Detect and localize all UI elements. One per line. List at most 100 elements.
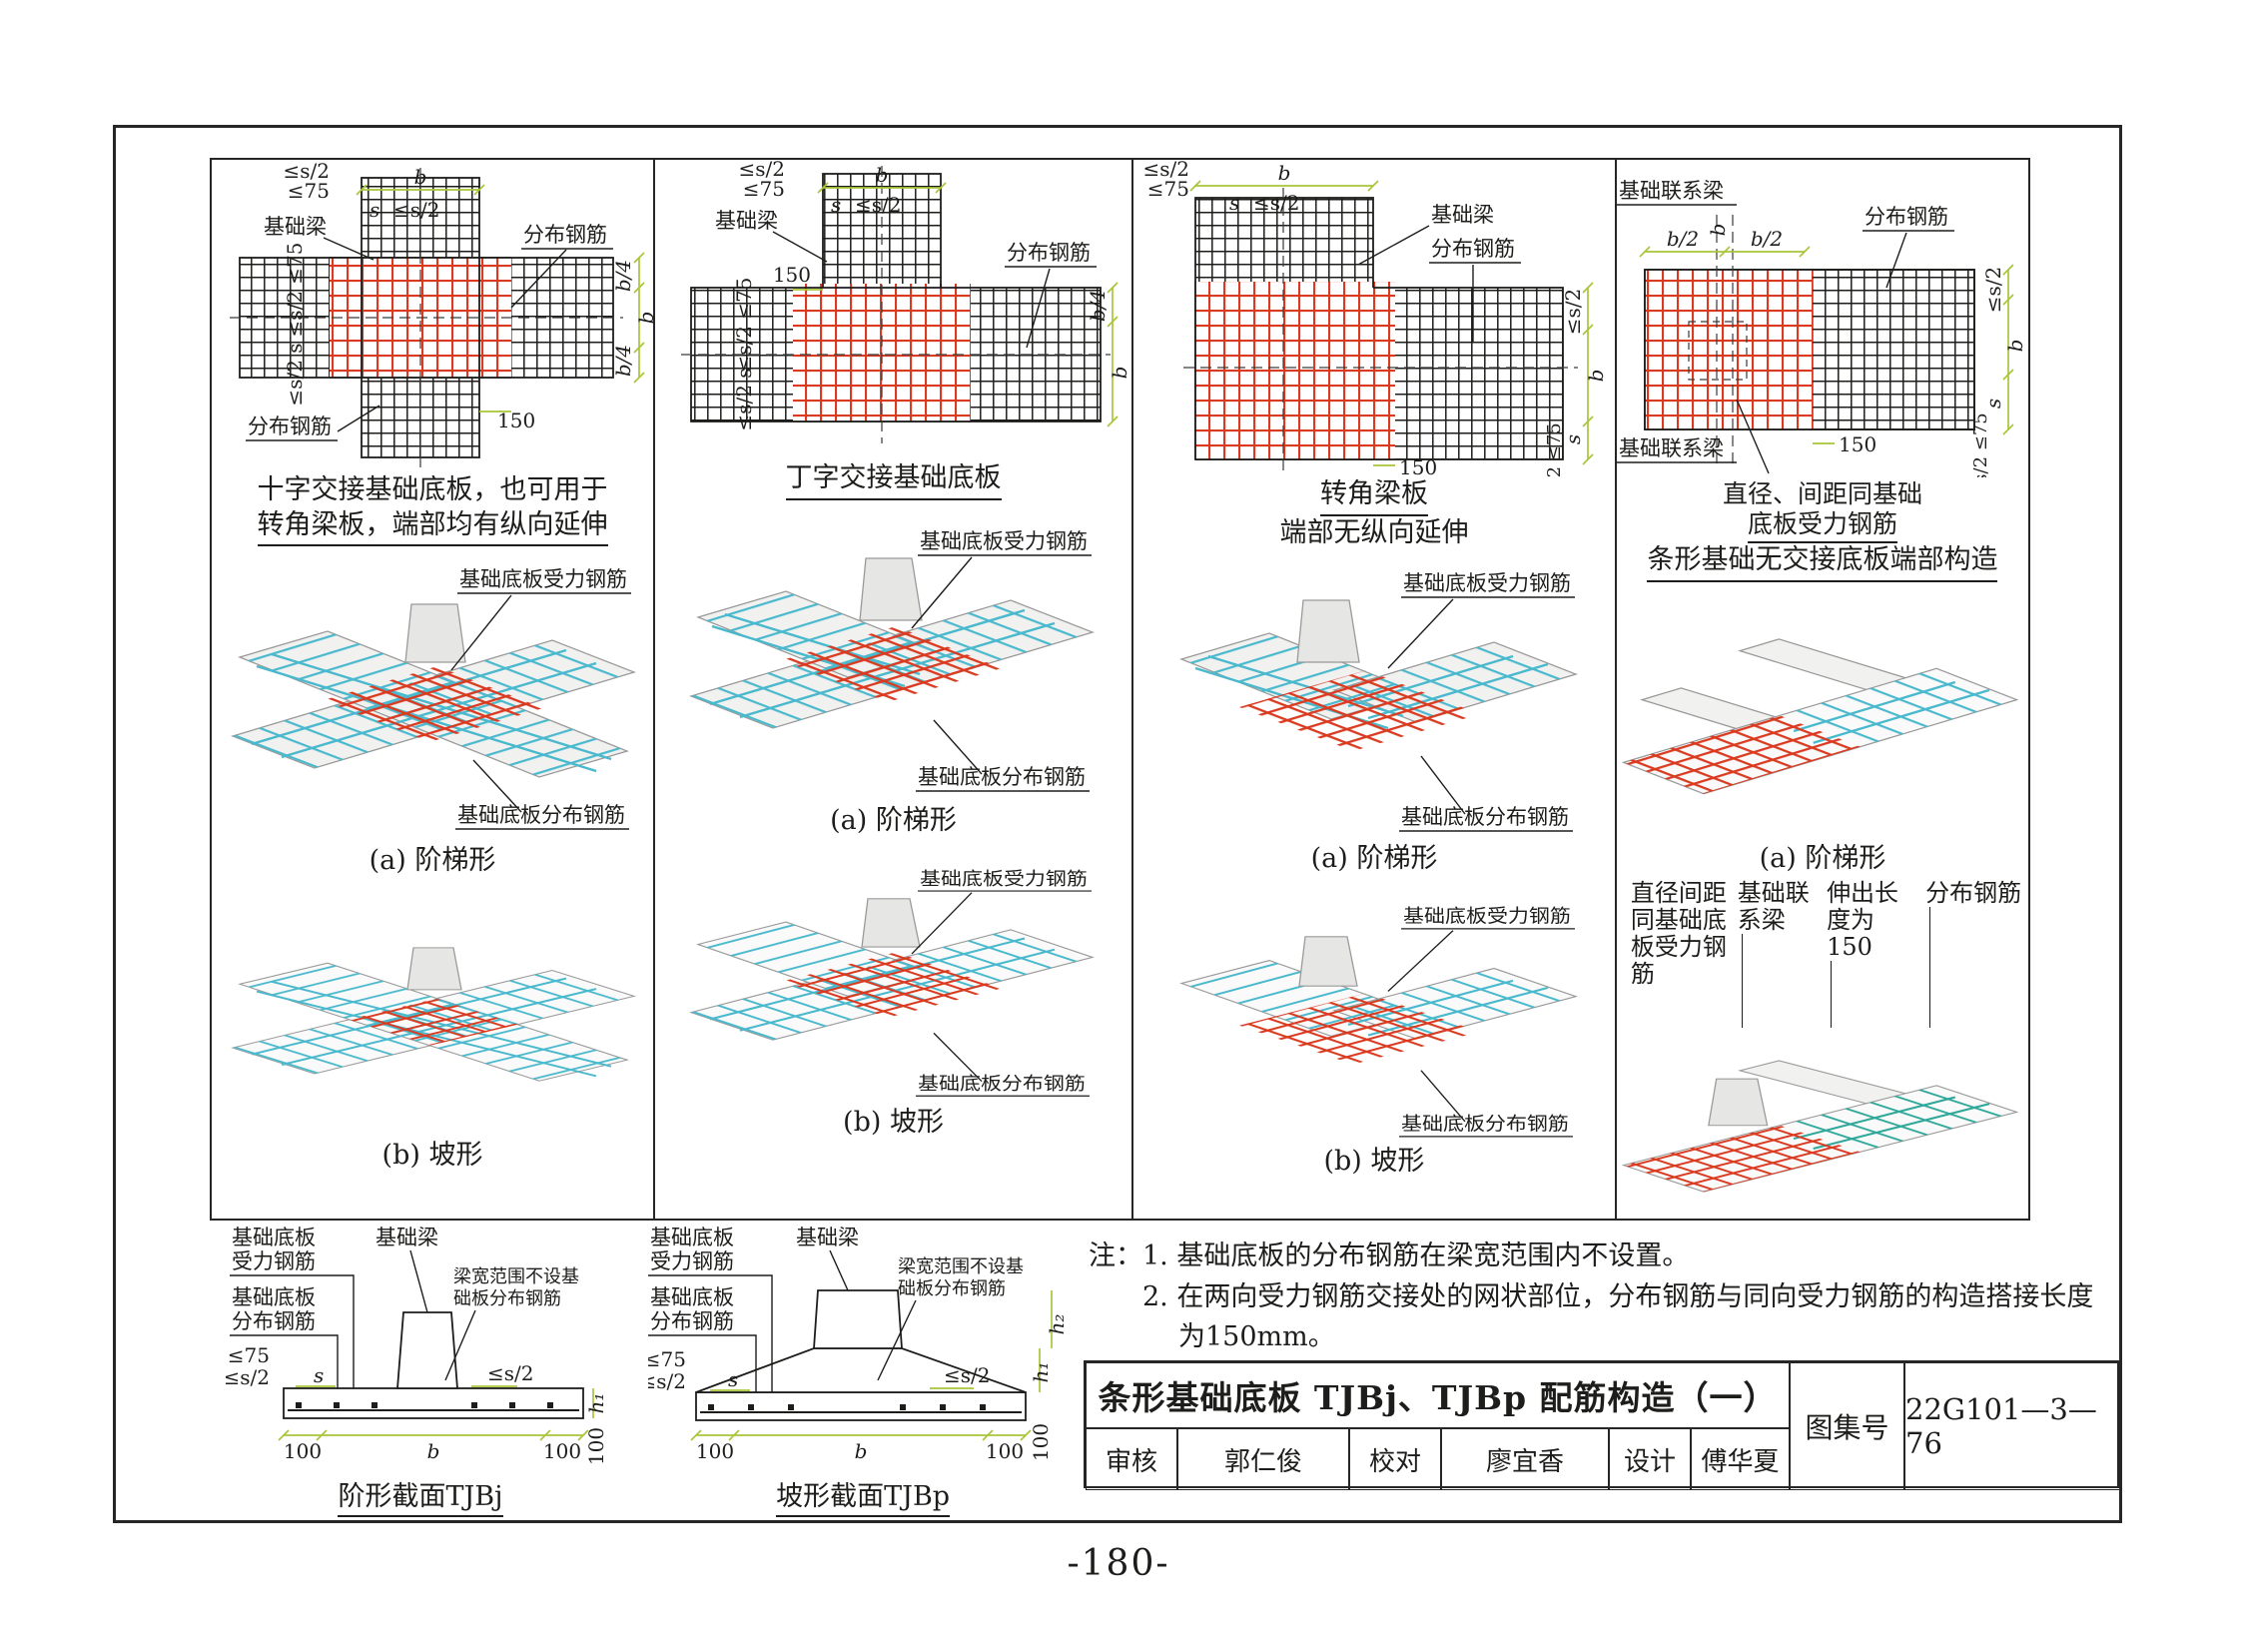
reviewer-label: 审核 [1086, 1428, 1177, 1490]
b-label-rebar-spec: 直径间距 [1630, 879, 1727, 908]
dim-le-s2-right: ≤s/2 [1981, 267, 2005, 313]
iso-b-caption: (b) 坡形 [381, 1139, 483, 1171]
link-beam-label: 基础联系梁 [1619, 436, 1724, 460]
b-label-link-beam: 基础联 [1737, 879, 1810, 908]
dim-b: b [1278, 161, 1291, 185]
iso-a-caption: (a) 阶梯形 [830, 804, 957, 836]
dim-b2: b/2 [1751, 227, 1783, 251]
plan-t-junction: b ≤s/2 ≤75 s ≤s/2 基础梁 150 分布钢筋 ≤s/2 ≤75 … [681, 160, 1131, 443]
reviewer-name: 郭仁俊 [1177, 1428, 1349, 1490]
no-dist-rebar-note: 梁宽范围不设基 [898, 1256, 1024, 1277]
iso-a-caption: (a) 阶梯形 [1310, 843, 1438, 875]
note-2-continued: 为150mm。 [1178, 1321, 1335, 1352]
dim-100: 100 [284, 1439, 322, 1463]
iso-b-leader-labels: 直径间距 同基础底 板受力钢 筋 基础联 系梁 伸出长 度为150 分布钢筋 [1617, 879, 2028, 1029]
bottom-strip: 基础底板 受力钢筋 基础底板 分布钢筋 基础梁 梁宽范围不设基 础板分布钢筋 ≤… [210, 1221, 2121, 1520]
dim-le-75: ≤75 [228, 1343, 270, 1367]
section-stepped-drawing: 基础底板 受力钢筋 基础底板 分布钢筋 基础梁 梁宽范围不设基 础板分布钢筋 ≤… [226, 1226, 608, 1465]
foundation-beam-label: 基础梁 [264, 215, 327, 239]
rebar-spec-leader-label: 直径、间距同基础 底板受力钢筋 [1617, 479, 2028, 543]
page-border: b ≤s/2 ≤75 s ≤s/2 ≤s/2 ≤75 ≤s/2 s b/4 b … [113, 125, 2122, 1523]
dim-le-s2: ≤s/2 [487, 1361, 533, 1385]
dim-s: s [831, 193, 841, 217]
dim-b-right: b [1584, 370, 1608, 383]
no-dist-rebar-note: 础板分布钢筋 [898, 1278, 1006, 1299]
section-sloped-tjbp: 基础底板 受力钢筋 基础底板 分布钢筋 基础梁 梁宽范围不设基 础板分布钢筋 ≤… [648, 1221, 1078, 1517]
dim-le-s2: ≤s/2 [1143, 160, 1189, 181]
dim-b: b [427, 1439, 440, 1463]
b-label-rebar-spec: 同基础底 [1630, 905, 1727, 934]
leader-line1: 直径、间距同基础 [1722, 479, 1922, 508]
iso-sloped-cross [231, 946, 636, 1082]
dim-s: s [370, 198, 379, 222]
slab-force-rebar-label: 基础底板受力钢筋 [459, 567, 627, 591]
atlas-number-label: 图集号 [1790, 1362, 1904, 1490]
column-t-junction: b ≤s/2 ≤75 s ≤s/2 基础梁 150 分布钢筋 ≤s/2 ≤75 … [655, 160, 1133, 1219]
foundation-beam-label: 基础梁 [715, 209, 778, 233]
notes-prefix: 注： [1089, 1240, 1142, 1271]
dim-le-75: ≤75 [288, 179, 330, 203]
b-label-rebar-spec: 板受力钢 [1630, 932, 1727, 961]
plan-caption: 条形基础无交接底板端部构造 [1647, 543, 1998, 582]
dim-150: 150 [1399, 455, 1437, 477]
foundation-beam-label: 基础梁 [1431, 203, 1494, 227]
plan-corner: ≤s/2 ≤75 b s ≤s/2 基础梁 分布钢筋 ≤s/2 b s ≤s/2… [1143, 160, 1608, 477]
checker-name: 廖宜香 [1441, 1428, 1609, 1490]
section-caption: 阶形截面TJBj [338, 1474, 503, 1517]
dim-h1: h₁ [584, 1393, 608, 1414]
dim-s: s [314, 1363, 324, 1387]
dim-le-s2: ≤s/2 [944, 1363, 990, 1387]
dist-rebar-label: 分布钢筋 [1007, 241, 1091, 265]
dim-100: 100 [986, 1439, 1024, 1463]
dist-rebar-label: 分布钢筋 [650, 1309, 734, 1333]
atlas-number: 22G101—3—76 [1904, 1362, 2121, 1490]
dim-le-s2: ≤s/2 [855, 193, 901, 217]
dist-rebar-label: 分布钢筋 [1431, 237, 1515, 261]
slab-dist-rebar-label: 基础底板分布钢筋 [457, 803, 625, 827]
dim-s-right: s [1561, 434, 1585, 444]
plan-end-termination: b/2 b/2 b 基础联系梁 分布钢筋 ≤s/2 b s ≤s/2 ≤75 1… [1616, 179, 2027, 477]
dim-s2-s-left: ≤s/2 s [732, 368, 756, 430]
slab-dist-rebar-label: 基础底板分布钢筋 [1401, 1113, 1569, 1135]
iso-a-caption: (a) 阶梯形 [1759, 842, 1886, 874]
iso-a-caption: (a) 阶梯形 [369, 845, 496, 877]
iso-stepped-cross: 基础底板受力钢筋 基础底板分布钢筋 [231, 567, 636, 830]
dim-b: b [876, 163, 889, 187]
slab-force-rebar-label: 基础底板受力钢筋 [920, 869, 1088, 890]
sheet-title: 条形基础底板 TJBj、TJBp 配筋构造（一） [1086, 1362, 1790, 1428]
dim-le-s2: ≤s/2 [284, 160, 330, 183]
beam-stub [404, 603, 466, 663]
caption-line1: 转角梁板 [1319, 477, 1428, 516]
force-rebar-label: 受力钢筋 [650, 1249, 734, 1273]
plan-caption: 丁字交接基础底板 [655, 461, 1131, 500]
dim-s: s [728, 1367, 738, 1391]
note-1: 1. 基础底板的分布钢筋在梁宽范围内不设置。 [1142, 1240, 1690, 1271]
iso-stepped-t: 基础底板受力钢筋 基础底板分布钢筋 [689, 529, 1096, 792]
designer-name: 傅华夏 [1691, 1428, 1790, 1490]
no-dist-rebar-note: 梁宽范围不设基 [453, 1266, 579, 1287]
designer-label: 设计 [1609, 1428, 1691, 1490]
iso-sloped-end [1621, 1060, 2019, 1193]
b-label-rebar-spec: 筋 [1630, 959, 1655, 988]
dist-rebar-label: 分布钢筋 [248, 414, 332, 438]
iso-b-caption: (b) 坡形 [1323, 1145, 1425, 1177]
dim-b: b [1706, 224, 1730, 237]
plan-caption: 十字交接基础底板，也可用于 转角梁板，端部均有纵向延伸 [212, 473, 653, 547]
slab-force-rebar-label: 基础底板受力钢筋 [1403, 906, 1571, 928]
b-label-link-beam: 系梁 [1737, 905, 1786, 934]
dim-le-s2: ≤s/2 [648, 1369, 686, 1393]
checker-label: 校对 [1349, 1428, 1441, 1490]
section-sloped-drawing: 基础底板 受力钢筋 基础底板 分布钢筋 基础梁 梁宽范围不设基 础板分布钢筋 ≤… [648, 1226, 1069, 1463]
iso-b-caption: (b) 坡形 [843, 1107, 944, 1139]
foundation-beam-label: 基础梁 [796, 1226, 859, 1249]
dim-b4: b/4 [1086, 290, 1110, 322]
dim-le-s2: ≤s/2 [1253, 191, 1299, 215]
dist-rebar-label: 分布钢筋 [232, 1309, 316, 1333]
dim-b: b [1108, 367, 1131, 380]
title-block: 条形基础底板 TJBj、TJBp 配筋构造（一） 图集号 22G101—3—76… [1084, 1360, 2121, 1490]
dim-le-75: ≤75 [1147, 177, 1189, 201]
caption-line1: 十字交接基础底板，也可用于 [257, 474, 608, 505]
no-dist-rebar-note: 础板分布钢筋 [453, 1288, 561, 1309]
slab-dist-rebar-label: 基础底板分布钢筋 [918, 765, 1086, 789]
dim-s: s [1229, 191, 1239, 215]
